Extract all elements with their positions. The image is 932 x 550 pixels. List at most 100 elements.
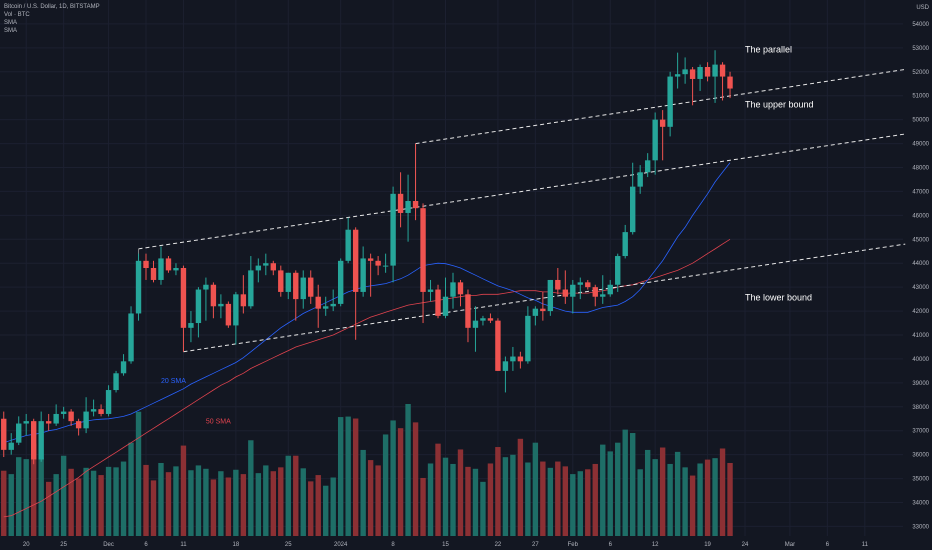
candle-body[interactable]: [38, 421, 44, 460]
candle-body[interactable]: [577, 282, 583, 285]
candle-body[interactable]: [570, 284, 576, 297]
candle-body[interactable]: [150, 268, 157, 280]
candle-body[interactable]: [622, 232, 628, 257]
candle-body[interactable]: [562, 289, 569, 297]
candle-body[interactable]: [697, 67, 703, 79]
candle-body[interactable]: [263, 263, 269, 266]
candle-body[interactable]: [607, 284, 613, 295]
candle-body[interactable]: [555, 279, 561, 290]
sma-legend-1[interactable]: SMA: [4, 20, 18, 26]
candle-body[interactable]: [308, 277, 314, 297]
candle-body[interactable]: [98, 409, 104, 414]
candle-body[interactable]: [60, 411, 67, 414]
candle-body[interactable]: [23, 421, 29, 424]
candle-body[interactable]: [255, 265, 262, 271]
candle-body[interactable]: [540, 308, 546, 312]
trendline-parallel[interactable]: [415, 68, 906, 145]
candle-body[interactable]: [240, 294, 247, 307]
candle-body[interactable]: [180, 268, 187, 328]
candle-body[interactable]: [390, 193, 396, 266]
trendline-lower[interactable]: [183, 243, 906, 353]
candle-body[interactable]: [158, 258, 164, 280]
candle-body[interactable]: [1, 418, 7, 450]
candle-body[interactable]: [120, 361, 127, 374]
candle-body[interactable]: [465, 294, 471, 328]
candle-body[interactable]: [427, 289, 434, 292]
candle-body[interactable]: [367, 258, 374, 261]
candle-body[interactable]: [83, 411, 89, 429]
candle-body[interactable]: [659, 119, 666, 127]
candle-body[interactable]: [68, 411, 74, 422]
candle-body[interactable]: [682, 69, 688, 75]
candle-body[interactable]: [75, 421, 82, 429]
candle-body[interactable]: [689, 69, 696, 79]
candle-body[interactable]: [188, 323, 194, 328]
candle-body[interactable]: [323, 306, 329, 309]
sma-legend-2[interactable]: SMA: [4, 28, 18, 34]
candle-body[interactable]: [225, 303, 232, 326]
candle-body[interactable]: [704, 67, 711, 77]
candle-body[interactable]: [270, 263, 276, 271]
candle-body[interactable]: [547, 279, 554, 312]
candle-body[interactable]: [495, 320, 501, 371]
candle-body[interactable]: [532, 308, 539, 316]
candle-body[interactable]: [397, 193, 404, 213]
candle-body[interactable]: [435, 289, 441, 316]
candle-body[interactable]: [405, 201, 411, 213]
candle-body[interactable]: [352, 229, 359, 292]
candle-body[interactable]: [90, 409, 97, 412]
volume-legend[interactable]: Vol · BTC: [4, 12, 30, 18]
trendline-upper[interactable]: [138, 133, 906, 250]
candle-body[interactable]: [248, 270, 254, 307]
candle-body[interactable]: [630, 186, 636, 233]
candle-body[interactable]: [480, 318, 486, 321]
candle-body[interactable]: [382, 265, 389, 267]
candle-body[interactable]: [30, 421, 37, 460]
candle-body[interactable]: [585, 282, 591, 288]
candle-body[interactable]: [16, 423, 22, 443]
candle-body[interactable]: [592, 287, 598, 297]
candle-body[interactable]: [674, 74, 681, 77]
candle-body[interactable]: [315, 296, 321, 309]
candle-body[interactable]: [360, 258, 366, 292]
candle-body[interactable]: [600, 294, 606, 297]
candle-body[interactable]: [45, 421, 52, 424]
candle-body[interactable]: [487, 318, 494, 321]
candle-body[interactable]: [652, 119, 658, 161]
candle-body[interactable]: [195, 289, 202, 324]
candle-body[interactable]: [285, 272, 291, 292]
candle-body[interactable]: [8, 442, 14, 450]
candle-body[interactable]: [615, 256, 621, 285]
candle-body[interactable]: [173, 268, 179, 271]
candle-body[interactable]: [457, 282, 464, 295]
candle-body[interactable]: [450, 282, 456, 297]
candle-body[interactable]: [210, 284, 217, 307]
candle-body[interactable]: [472, 320, 479, 328]
candle-body[interactable]: [510, 356, 516, 362]
candle-body[interactable]: [712, 64, 718, 77]
candle-body[interactable]: [300, 277, 306, 300]
candle-body[interactable]: [105, 390, 112, 414]
candle-body[interactable]: [113, 373, 119, 391]
candle-body[interactable]: [53, 413, 59, 424]
candle-body[interactable]: [502, 361, 509, 371]
candle-body[interactable]: [442, 296, 449, 316]
y-axis[interactable]: USD 33000 34000 35000 36000 37000 38000 39000 40…: [912, 5, 929, 530]
candle-body[interactable]: [637, 172, 643, 187]
candle-body[interactable]: [525, 315, 531, 362]
candle-body[interactable]: [203, 284, 209, 290]
candle-body[interactable]: [727, 76, 733, 89]
candle-body[interactable]: [719, 64, 726, 77]
candle-body[interactable]: [128, 313, 134, 362]
candle-body[interactable]: [135, 260, 142, 314]
candle-body[interactable]: [644, 160, 651, 173]
candle-body[interactable]: [667, 76, 673, 127]
candle-body[interactable]: [412, 201, 419, 209]
candle-body[interactable]: [420, 208, 426, 292]
candle-body[interactable]: [233, 294, 239, 326]
symbol-title[interactable]: Bitcoin / U.S. Dollar, 1D, BITSTAMP: [4, 4, 100, 10]
candle-body[interactable]: [375, 260, 381, 266]
candle-body[interactable]: [337, 260, 344, 304]
candle-body[interactable]: [143, 260, 149, 268]
candle-body[interactable]: [517, 356, 524, 362]
